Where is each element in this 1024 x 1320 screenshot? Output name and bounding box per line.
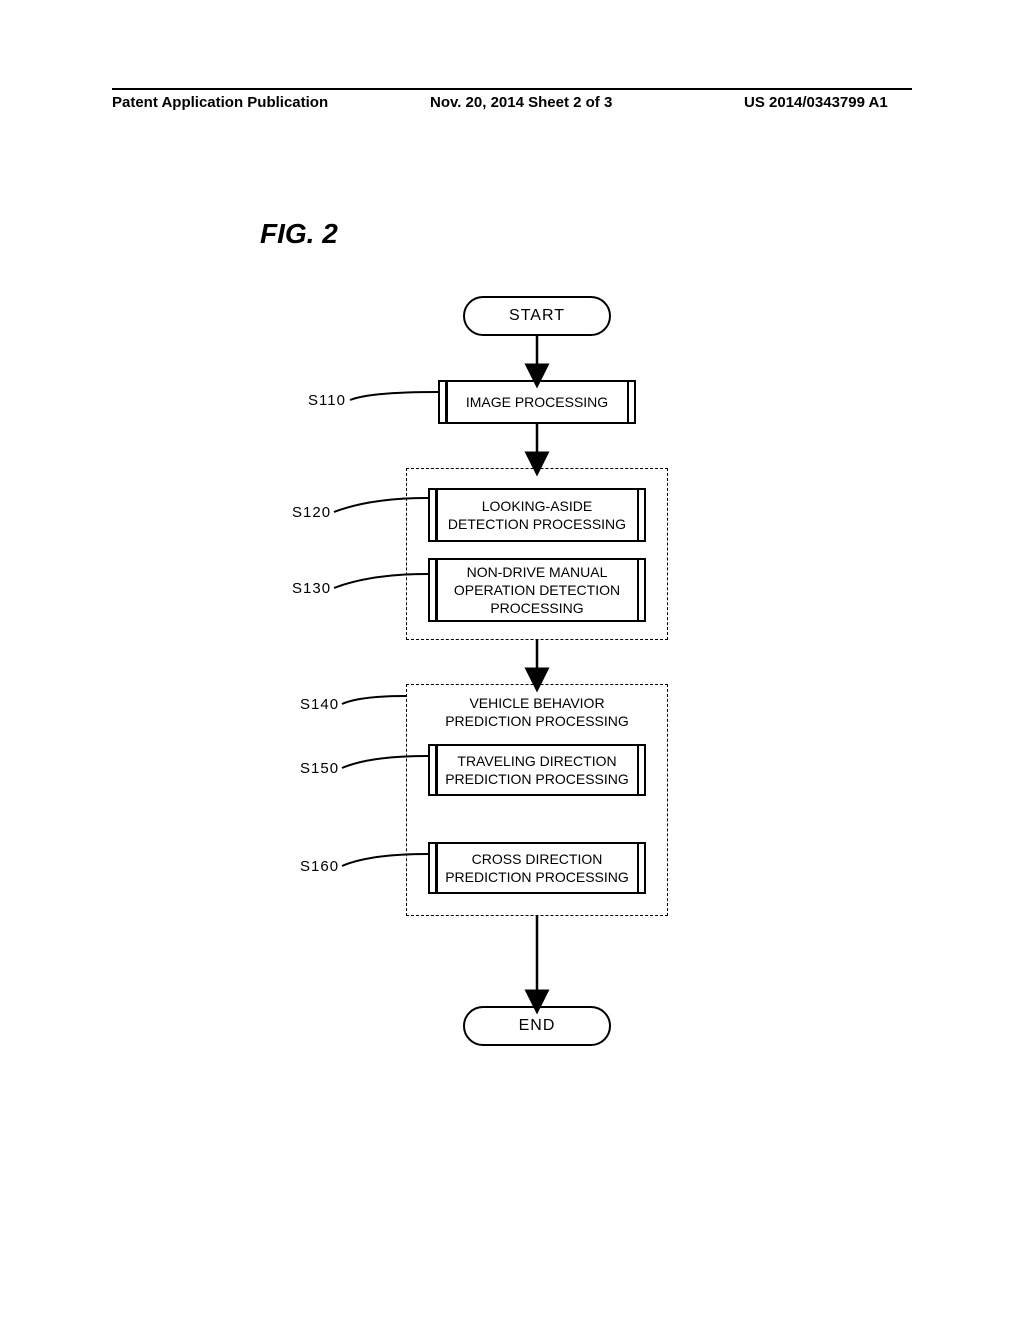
header-mid: Nov. 20, 2014 Sheet 2 of 3 (430, 94, 612, 111)
terminal-start: START (463, 296, 611, 336)
header-left: Patent Application Publication (112, 94, 328, 111)
process-label: NON-DRIVE MANUALOPERATION DETECTIONPROCE… (454, 563, 620, 618)
figure-label: FIG. 2 (260, 218, 338, 250)
flow-svg (0, 0, 1024, 1320)
process-label: IMAGE PROCESSING (466, 393, 608, 411)
group-label-s140: VEHICLE BEHAVIORPREDICTION PROCESSING (413, 694, 661, 730)
process-label: TRAVELING DIRECTIONPREDICTION PROCESSING (445, 752, 629, 788)
step-label-s160: S160 (300, 858, 339, 875)
step-label-s130: S130 (292, 580, 331, 597)
process-label: LOOKING-ASIDEDETECTION PROCESSING (448, 497, 626, 533)
process-s150: TRAVELING DIRECTIONPREDICTION PROCESSING (428, 744, 646, 796)
header-right: US 2014/0343799 A1 (744, 94, 888, 111)
step-label-s150: S150 (300, 760, 339, 777)
header-rule (112, 88, 912, 90)
process-label: CROSS DIRECTIONPREDICTION PROCESSING (445, 850, 629, 886)
step-label-s110: S110 (308, 392, 346, 409)
step-label-s140: S140 (300, 696, 339, 713)
process-s110: IMAGE PROCESSING (438, 380, 636, 424)
process-s160: CROSS DIRECTIONPREDICTION PROCESSING (428, 842, 646, 894)
process-s130: NON-DRIVE MANUALOPERATION DETECTIONPROCE… (428, 558, 646, 622)
step-label-s120: S120 (292, 504, 331, 521)
terminal-end: END (463, 1006, 611, 1046)
process-s120: LOOKING-ASIDEDETECTION PROCESSING (428, 488, 646, 542)
